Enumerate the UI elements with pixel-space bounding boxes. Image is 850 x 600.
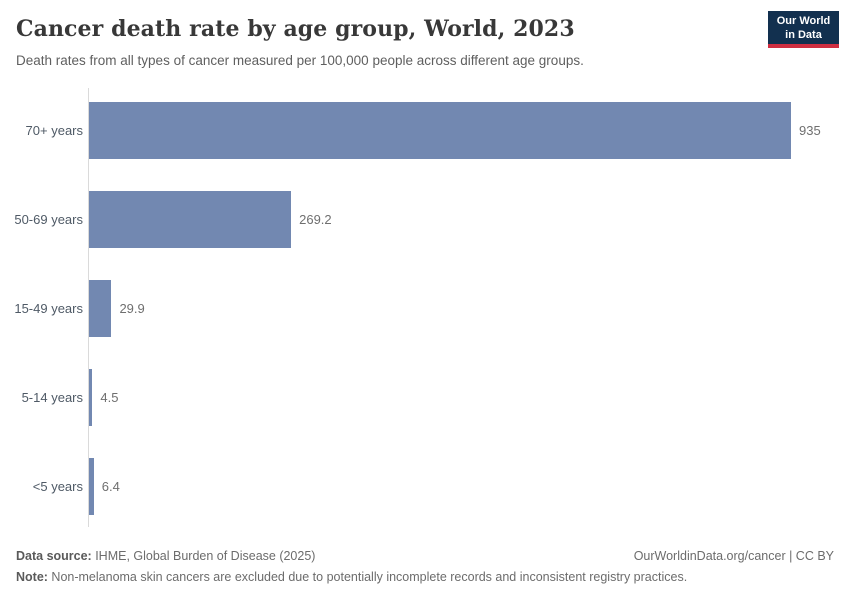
bar-value-label: 269.2 bbox=[299, 212, 332, 227]
chart-footer: Data source: IHME, Global Burden of Dise… bbox=[16, 546, 834, 588]
bar-row: 50-69 years 269.2 bbox=[0, 191, 850, 248]
bar-value-label: 6.4 bbox=[101, 479, 120, 494]
owid-cc-link[interactable]: OurWorldinData.org/cancer | CC BY bbox=[633, 549, 834, 563]
chart-title: Cancer death rate by age group, World, 2… bbox=[16, 16, 575, 42]
data-source-text: IHME, Global Burden of Disease (2025) bbox=[91, 549, 316, 563]
owid-logo-line1: Our World bbox=[776, 14, 831, 27]
chart-subtitle: Death rates from all types of cancer mea… bbox=[16, 53, 584, 68]
bar-category-label: 50-69 years bbox=[14, 212, 83, 227]
bar-category-label: <5 years bbox=[32, 479, 83, 494]
data-source-line: Data source: IHME, Global Burden of Dise… bbox=[16, 546, 834, 567]
bar-row: 5-14 years 4.5 bbox=[0, 369, 850, 426]
y-axis-line bbox=[88, 88, 89, 527]
bar-category-label: 5-14 years bbox=[21, 390, 83, 405]
note-label: Note: bbox=[16, 570, 48, 584]
bar-value-label: 4.5 bbox=[100, 390, 119, 405]
owid-logo-line2: in Data bbox=[785, 28, 822, 41]
bar[interactable] bbox=[89, 191, 292, 248]
bar-value-label: 935 bbox=[799, 123, 821, 138]
bar-value-label: 29.9 bbox=[119, 301, 145, 316]
bar-chart: 70+ years 935 50-69 years 269.2 15-49 years 2… bbox=[0, 88, 850, 527]
bar-category-label: 70+ years bbox=[25, 123, 83, 138]
bar-row: <5 years 6.4 bbox=[0, 458, 850, 515]
bar-category-label: 15-49 years bbox=[14, 301, 83, 316]
bar[interactable] bbox=[89, 458, 94, 515]
bar[interactable] bbox=[89, 280, 112, 337]
bar[interactable] bbox=[89, 102, 791, 159]
data-source-label: Data source: bbox=[16, 549, 92, 563]
note-line: Note: Non-melanoma skin cancers are excl… bbox=[16, 567, 834, 588]
bar-row: 70+ years 935 bbox=[0, 102, 850, 159]
bar[interactable] bbox=[89, 369, 93, 426]
note-text: Non-melanoma skin cancers are excluded d… bbox=[47, 570, 688, 584]
bar-row: 15-49 years 29.9 bbox=[0, 280, 850, 337]
owid-logo[interactable]: Our World in Data bbox=[768, 11, 839, 48]
